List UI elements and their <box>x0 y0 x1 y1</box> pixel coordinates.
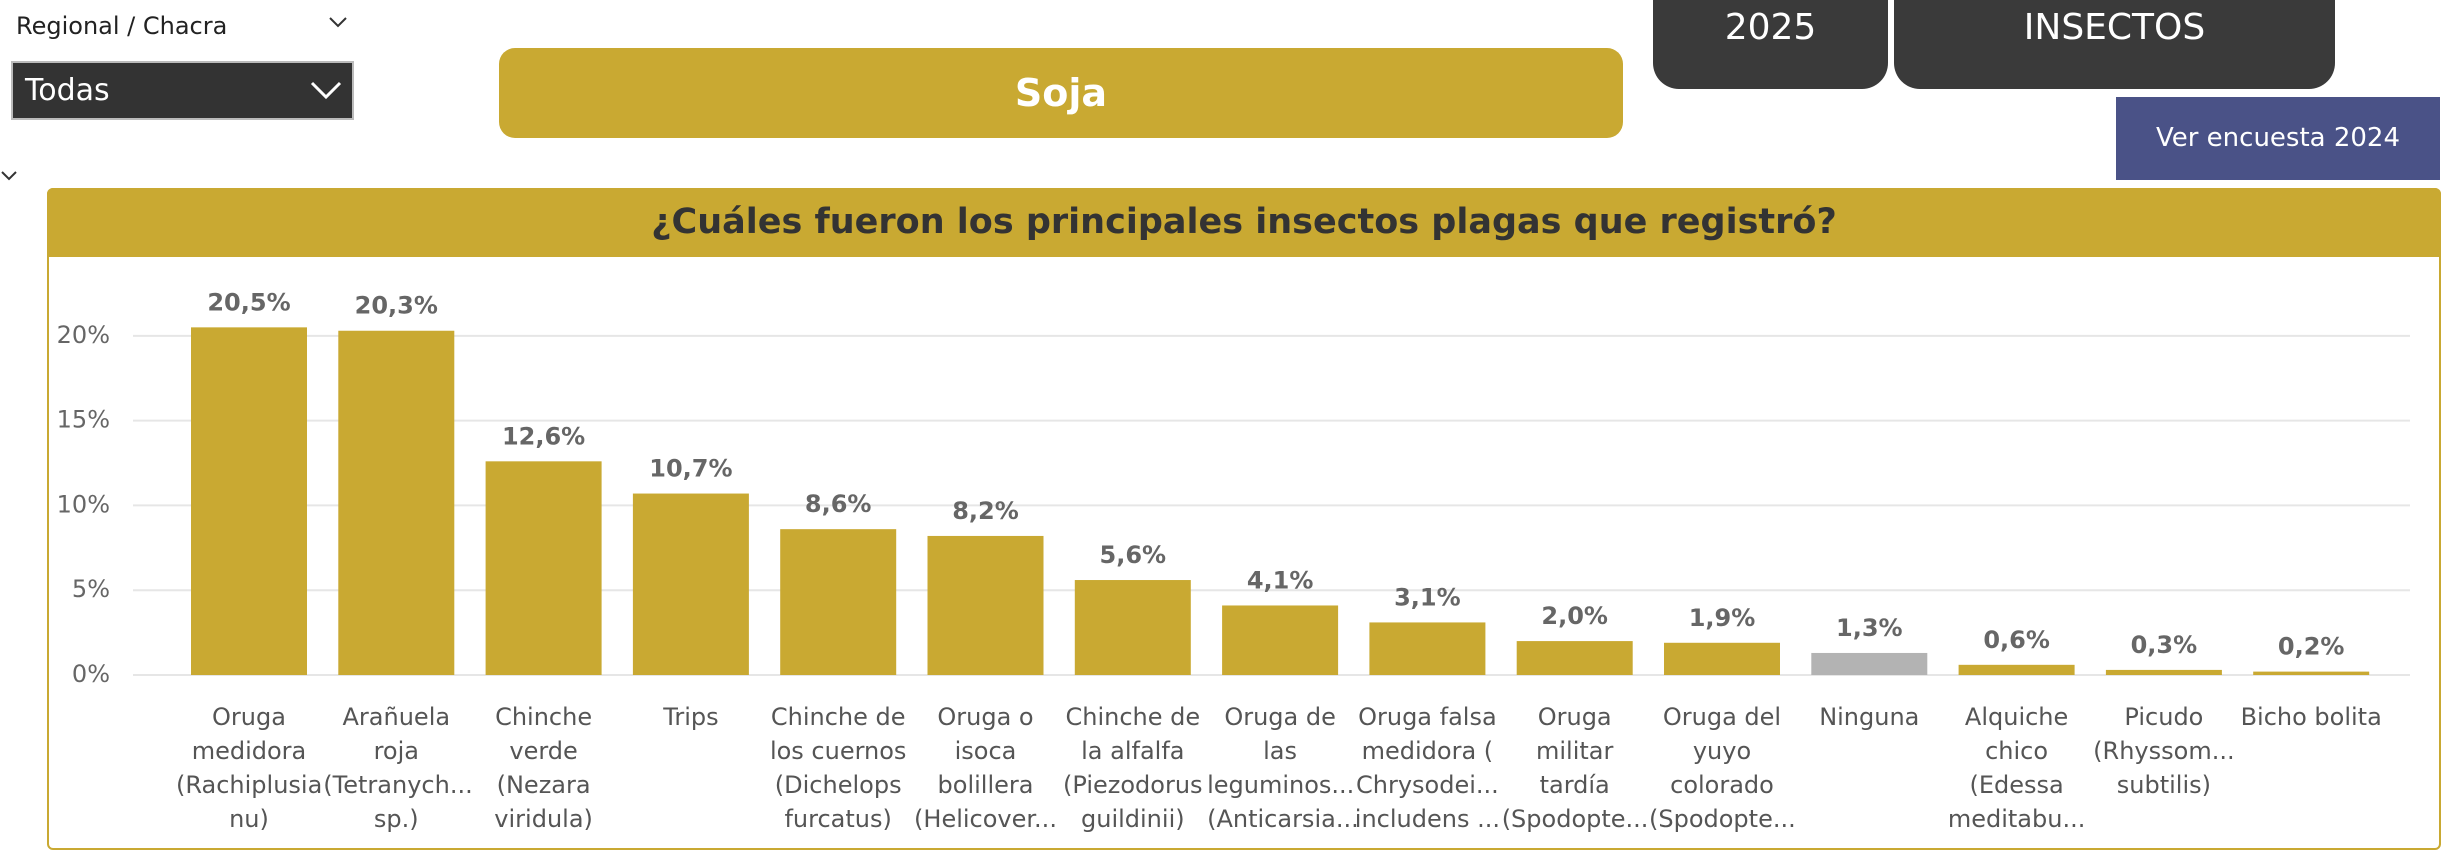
data-label: 0,6% <box>1983 626 2050 654</box>
x-tick-label: Oruga del yuyo colorado (Spodopte... <box>1649 703 1796 833</box>
x-tick-label: Bicho bolita <box>2240 703 2382 731</box>
data-label: 1,3% <box>1836 614 1903 642</box>
bar <box>1664 642 1780 675</box>
data-label: 2,0% <box>1541 602 1608 630</box>
x-tick-label: Alquiche chico (Edessa meditabu... <box>1947 703 2086 833</box>
bar <box>485 461 602 675</box>
y-tick-label: 20% <box>57 321 110 349</box>
x-tick-label: Oruga de las leguminos... (Anticarsia... <box>1207 703 1359 833</box>
x-tick-label: Oruga o isoca bolillera (Helicover... <box>914 703 1057 833</box>
crop-button[interactable]: Soja <box>499 48 1623 138</box>
data-label: 20,3% <box>355 292 438 320</box>
dropdown[interactable]: Todas <box>11 61 354 120</box>
data-label: 3,1% <box>1394 583 1461 611</box>
chevron <box>1 171 17 181</box>
filter-label: Regional / Chacra <box>16 12 228 40</box>
x-tick-label: Oruga medidora (Rachiplusia nu) <box>176 703 323 833</box>
year-tab[interactable]: 2025 <box>1653 0 1888 89</box>
dropdown-value: Todas <box>25 73 110 108</box>
category-tab[interactable]: INSECTOS <box>1894 0 2335 89</box>
data-label: 0,2% <box>2278 633 2345 661</box>
bar <box>1811 652 1928 675</box>
data-label: 12,6% <box>502 422 585 450</box>
bar <box>191 327 307 675</box>
data-label: 0,3% <box>2131 631 2198 659</box>
bar <box>338 330 455 675</box>
y-tick-label: 15% <box>57 406 110 434</box>
link-button[interactable]: Ver encuesta 2024 <box>2116 97 2440 180</box>
data-label: 1,9% <box>1689 604 1756 632</box>
x-tick-label: Ninguna <box>1819 703 1920 731</box>
data-label: 5,6% <box>1100 541 1167 569</box>
bar <box>1369 622 1486 675</box>
dropdown-arrow <box>310 81 342 100</box>
x-tick-label: Chinche de los cuernos (Dichelops furcat… <box>769 703 907 833</box>
data-label: 8,6% <box>805 490 872 518</box>
data-label: 20,5% <box>207 288 290 316</box>
y-tick-label: 5% <box>72 575 110 603</box>
bar <box>927 535 1044 675</box>
data-label: 10,7% <box>649 455 732 483</box>
x-tick-label: Trips <box>663 703 719 731</box>
bar <box>1516 641 1633 675</box>
bar <box>1222 605 1339 675</box>
bar <box>1074 580 1191 675</box>
y-tick-label: 10% <box>57 490 110 518</box>
x-tick-label: Picudo (Rhyssom... subtilis) <box>2093 703 2235 799</box>
y-tick-label: 0% <box>72 660 110 688</box>
bar <box>2253 671 2370 675</box>
bar <box>2105 669 2222 675</box>
data-label: 4,1% <box>1247 566 1314 594</box>
bar <box>780 529 897 675</box>
x-tick-label: Oruga falsa medidora ( Chrysodei... incl… <box>1354 703 1500 833</box>
chevron <box>329 17 347 28</box>
x-tick-label: Oruga militar tardía (Spodopte... <box>1501 703 1649 833</box>
bar <box>632 493 749 675</box>
x-tick-label: Chinche de la alfalfa (Piezodorus guildi… <box>1063 703 1203 833</box>
data-label: 8,2% <box>952 497 1019 525</box>
chart-title: ¿Cuáles fueron los principales insectos … <box>47 188 2441 257</box>
x-tick-label: Chinche verde (Nezara viridula) <box>494 703 593 833</box>
x-tick-label: Arañuela roja (Tetranych... sp.) <box>323 703 473 833</box>
bar <box>1958 664 2075 675</box>
